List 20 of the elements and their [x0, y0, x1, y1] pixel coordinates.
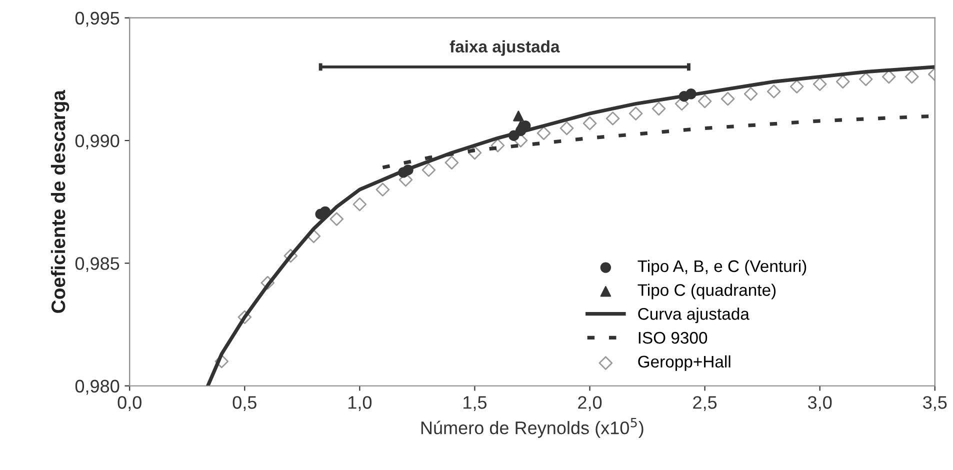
legend-label: Curva ajustada — [638, 308, 750, 324]
y-axis-title: Coeficiente de descarga — [50, 90, 70, 313]
annotation: faixa ajustada — [450, 40, 560, 56]
x-tick-label: 0,0 — [118, 396, 142, 411]
x-tick-label: 1,5 — [464, 396, 487, 411]
x-tick-label: 3,5 — [923, 396, 947, 411]
x-tick-label: 2,0 — [578, 396, 602, 411]
y-tick-label: 0,990 — [75, 134, 120, 150]
x-tick-label: 0,5 — [232, 396, 256, 411]
y-tick-label: 0,995 — [75, 12, 120, 27]
legend-label: ISO 9300 — [638, 332, 708, 344]
x-axis-title: Número de Reynolds (x10$^{5}$) — [421, 418, 644, 438]
legend-label: Tipo A, B, e C (Venturi) — [638, 260, 806, 276]
x-tick-label: 1,0 — [348, 396, 372, 411]
y-tick-label: 0,980 — [75, 380, 120, 395]
y-tick-label: 0,985 — [75, 257, 120, 272]
legend-label: Tipo C (quadrante) — [638, 284, 776, 300]
x-tick-label: 3,0 — [808, 396, 832, 411]
x-tick-label: 2,5 — [693, 396, 717, 411]
legend-label: Geropp+Hall — [638, 355, 730, 371]
